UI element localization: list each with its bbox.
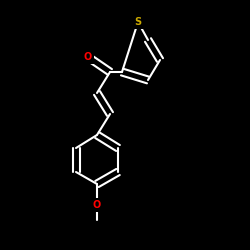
- Text: O: O: [93, 200, 101, 210]
- Text: S: S: [134, 17, 141, 27]
- Text: O: O: [84, 52, 92, 62]
